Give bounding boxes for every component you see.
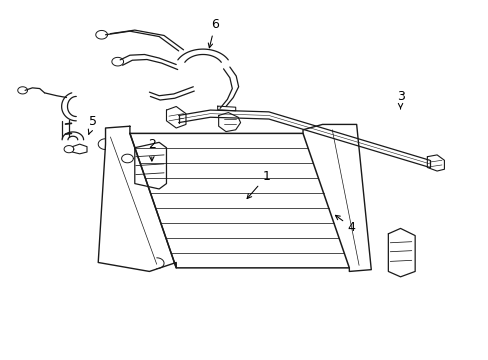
Text: 2: 2 xyxy=(147,138,156,161)
Text: 6: 6 xyxy=(208,18,219,48)
Text: 3: 3 xyxy=(396,90,404,109)
Text: 5: 5 xyxy=(88,116,97,134)
Text: 1: 1 xyxy=(246,170,270,199)
Text: 4: 4 xyxy=(335,215,355,234)
